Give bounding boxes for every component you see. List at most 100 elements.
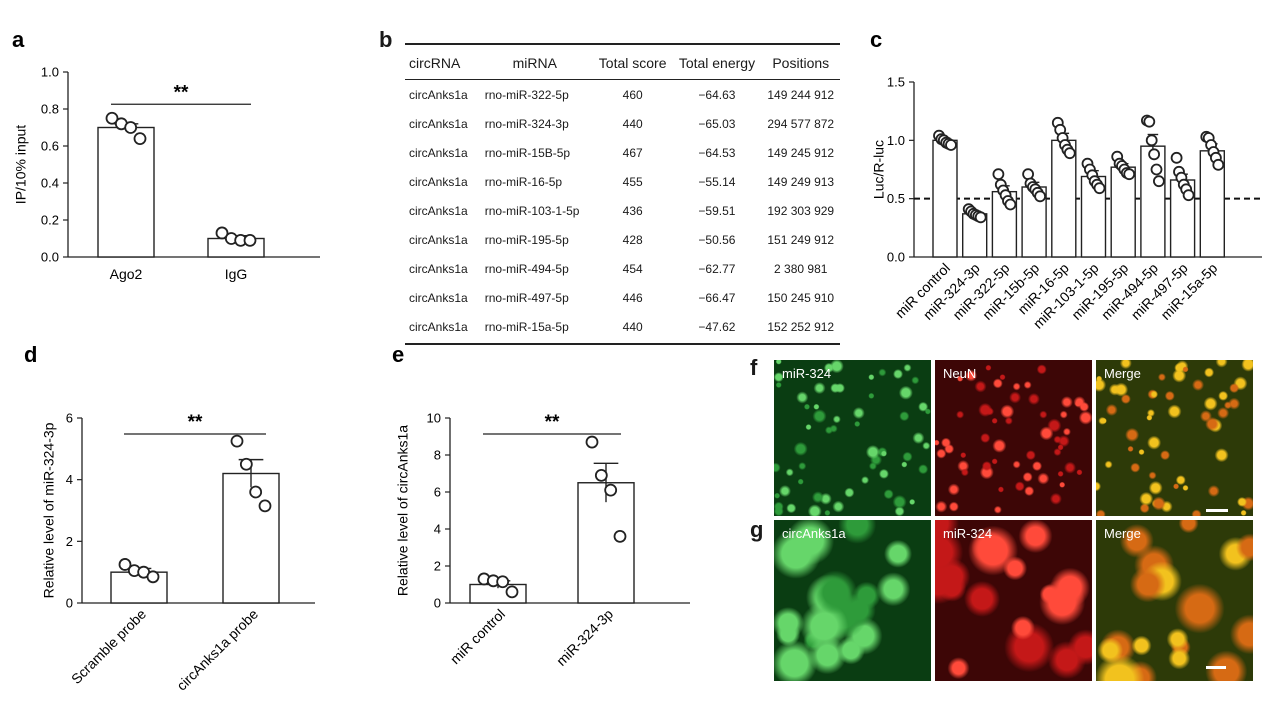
y-tick-label: 6 — [66, 411, 73, 426]
data-point — [1145, 134, 1158, 147]
y-tick-label: 2 — [66, 534, 73, 549]
data-point — [945, 139, 957, 151]
bar-mir-494-5p — [1140, 145, 1166, 258]
data-point — [1143, 115, 1156, 128]
data-point — [239, 457, 253, 471]
table-cell: rno-miR-15a-5p — [476, 312, 593, 345]
y-tick-label: 0.0 — [41, 250, 59, 265]
table-cell: −66.47 — [698, 290, 736, 305]
panel-c-label: c — [870, 27, 882, 52]
y-tick-label: 0.0 — [887, 250, 905, 265]
data-point — [215, 226, 229, 240]
y-tick-label: 4 — [66, 472, 73, 487]
data-point — [1034, 190, 1046, 203]
micrograph-g-1: miR-324 — [935, 520, 1092, 681]
data-point — [505, 585, 519, 599]
data-point — [992, 168, 1005, 181]
table-cell: rno-miR-497-5p — [484, 290, 569, 305]
column-header: Total score — [592, 43, 673, 80]
x-tick-label: Ago2 — [110, 266, 143, 282]
table-cell: −65.03 — [698, 116, 736, 131]
bar-mir-15a-5p — [1199, 150, 1226, 258]
table-cell: rno-miR-16-5p — [484, 174, 563, 189]
micrograph-panels: f g miR-324 NeuN Merge circAnks1a miR-324 Merge — [740, 345, 1260, 700]
table-cell: rno-miR-103-1-5p — [484, 203, 580, 218]
significance-label: ** — [188, 412, 203, 433]
significance-label: ** — [174, 82, 189, 103]
table-cell: 152 252 912 — [761, 312, 840, 345]
column-header: miRNA — [476, 43, 593, 80]
table-row: circAnks1a rno-miR-15B-5p 467 −64.53 149 245… — [405, 138, 840, 167]
table-row: circAnks1a rno-miR-195-5p 428 −50.56 151 249… — [405, 225, 840, 254]
micrograph-channel-label: Merge — [1104, 526, 1141, 541]
y-tick-label: 10 — [427, 411, 441, 426]
table-cell: 149 244 912 — [767, 87, 835, 102]
data-point — [105, 111, 119, 125]
table-cell: 454 — [622, 261, 643, 276]
table-cell: −59.51 — [698, 203, 736, 218]
x-tick-label: circAnks1a probe — [173, 606, 261, 694]
table-cell: 149 245 912 — [767, 145, 835, 160]
y-axis-label: Relative level of miR-324-3p — [41, 422, 57, 598]
table-cell: circAnks1a — [409, 116, 468, 131]
table-body: circAnks1a rno-miR-322-5p 460 −64.63 149 244… — [405, 80, 840, 345]
table-cell: 192 303 929 — [767, 203, 835, 218]
data-point — [1212, 158, 1225, 171]
data-point — [1170, 151, 1183, 164]
chart-panel-d: d 0 2 4 6 Relative level of miR-324-3p Scrambl… — [24, 342, 315, 694]
scale-bar — [1206, 666, 1226, 669]
micrograph-channel-label: miR-324 — [782, 366, 832, 381]
micrograph-channel-label: miR-324 — [943, 526, 993, 541]
data-point — [124, 121, 138, 134]
column-header: Total energy — [672, 43, 762, 80]
table-row: circAnks1a rno-miR-103-1-5p 436 −59.51 192 3… — [405, 196, 840, 225]
y-tick-label: 8 — [434, 448, 441, 463]
table-row: circAnks1a rno-miR-494-5p 454 −62.77 2 380 9… — [405, 254, 840, 283]
column-header: Positions — [761, 43, 840, 80]
table-cell: circAnks1a — [409, 145, 468, 160]
panel-f-label: f — [750, 355, 758, 380]
data-point — [594, 468, 608, 482]
panel-g-label: g — [750, 517, 764, 542]
table-cell: rno-miR-15B-5p — [484, 145, 571, 160]
data-point — [258, 499, 272, 513]
data-point — [1153, 175, 1165, 188]
y-tick-label: 0.8 — [41, 102, 59, 117]
data-point — [133, 132, 147, 146]
table-row: circAnks1a rno-miR-322-5p 460 −64.63 149 244… — [405, 80, 840, 110]
table-cell: −50.56 — [698, 232, 736, 247]
table-cell: 150 245 910 — [767, 290, 835, 305]
table-cell: 440 — [592, 312, 673, 345]
table-cell: 440 — [622, 116, 643, 131]
data-point — [1022, 168, 1034, 181]
y-tick-label: 0.5 — [887, 191, 905, 206]
significance-label: ** — [545, 412, 560, 433]
bar-mir-324-3p — [577, 482, 635, 604]
chart-panel-e: e 0 2 4 6 8 10 Relative level of circAnks1a miR … — [392, 342, 690, 669]
y-axis-label: Relative level of circAnks1a — [395, 425, 411, 596]
data-point — [1123, 168, 1136, 181]
micrograph-f-0: miR-324 — [774, 360, 931, 516]
table-cell: −62.77 — [698, 261, 736, 276]
data-point — [118, 558, 132, 571]
micrograph-f-1: NeuN — [935, 360, 1092, 516]
scale-bar — [1206, 509, 1228, 512]
bar-mir-control — [932, 139, 958, 258]
data-point — [974, 211, 987, 224]
table-cell: 294 577 872 — [767, 116, 835, 131]
table-cell: −55.14 — [698, 174, 736, 189]
y-tick-label: 1.5 — [887, 75, 905, 90]
x-tick-label: Scramble probe — [68, 606, 149, 687]
y-tick-label: 1.0 — [887, 133, 905, 148]
y-tick-label: 2 — [434, 559, 441, 574]
micrograph-g-2: Merge — [1096, 520, 1253, 681]
panel-e-label: e — [392, 342, 404, 367]
data-point — [1148, 148, 1160, 161]
table-cell: rno-miR-195-5p — [484, 232, 569, 247]
table-cell: 460 — [622, 87, 643, 102]
table-cell: circAnks1a — [409, 174, 468, 189]
data-point — [230, 434, 244, 448]
table-cell: −64.53 — [698, 145, 736, 160]
table-cell: 436 — [622, 203, 643, 218]
